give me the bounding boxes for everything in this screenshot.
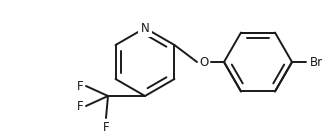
Text: N: N	[141, 22, 149, 34]
Text: F: F	[77, 99, 84, 112]
Text: Br: Br	[310, 55, 323, 68]
Text: F: F	[77, 79, 84, 92]
Text: O: O	[200, 55, 208, 68]
Text: F: F	[103, 121, 109, 134]
